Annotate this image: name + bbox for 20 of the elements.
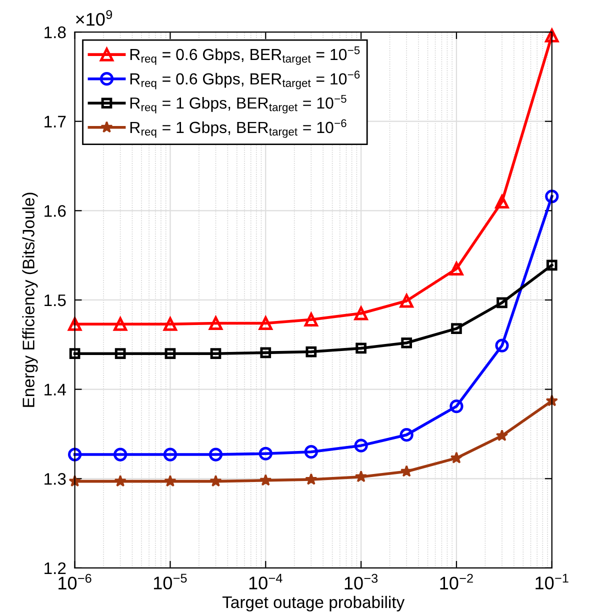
- y-tick-label: 1.2: [44, 562, 66, 574]
- x-tick-label: 10$^{−1}$: [536, 574, 568, 590]
- x-tick-label: 10$^{−3}$: [344, 574, 378, 590]
- legend-label: R$_{req}$ = 0.6 Gbps, BER$_{target}$ = 10$^{−5}$: [130, 46, 360, 65]
- text: ×10$^{9}$: [76, 10, 112, 26]
- x-tick-label: 10$^{−4}$: [249, 574, 282, 590]
- x-tick-label: 10$^{−5}$: [154, 574, 187, 590]
- legend-label: R$_{req}$ = 1 Gbps, BER$_{target}$ = 10$^{−5}$: [130, 94, 346, 114]
- y-tick-label: 1.3: [44, 473, 66, 485]
- legend-label: R$_{req}$ = 1 Gbps, BER$_{target}$ = 10$^{−6}$: [130, 119, 346, 138]
- x-tick-label: 10$^{−6}$: [58, 574, 92, 590]
- x-axis-title: Target outage probability: [222, 596, 405, 612]
- y-tick-label: 1.4: [44, 384, 66, 396]
- legend-label: R$_{req}$ = 0.6 Gbps, BER$_{target}$ = 10$^{−6}$: [130, 70, 360, 90]
- y-tick-label: 1.6: [44, 205, 66, 217]
- y-tick-label: 1.7: [44, 116, 66, 128]
- y-tick-label: 1.5: [44, 294, 66, 306]
- x-tick-label: 10$^{−2}$: [440, 574, 473, 590]
- y-tick-label: 1.8: [44, 26, 66, 38]
- y-axis-title: Energy Efficiency (Bits/Joule): [22, 192, 38, 407]
